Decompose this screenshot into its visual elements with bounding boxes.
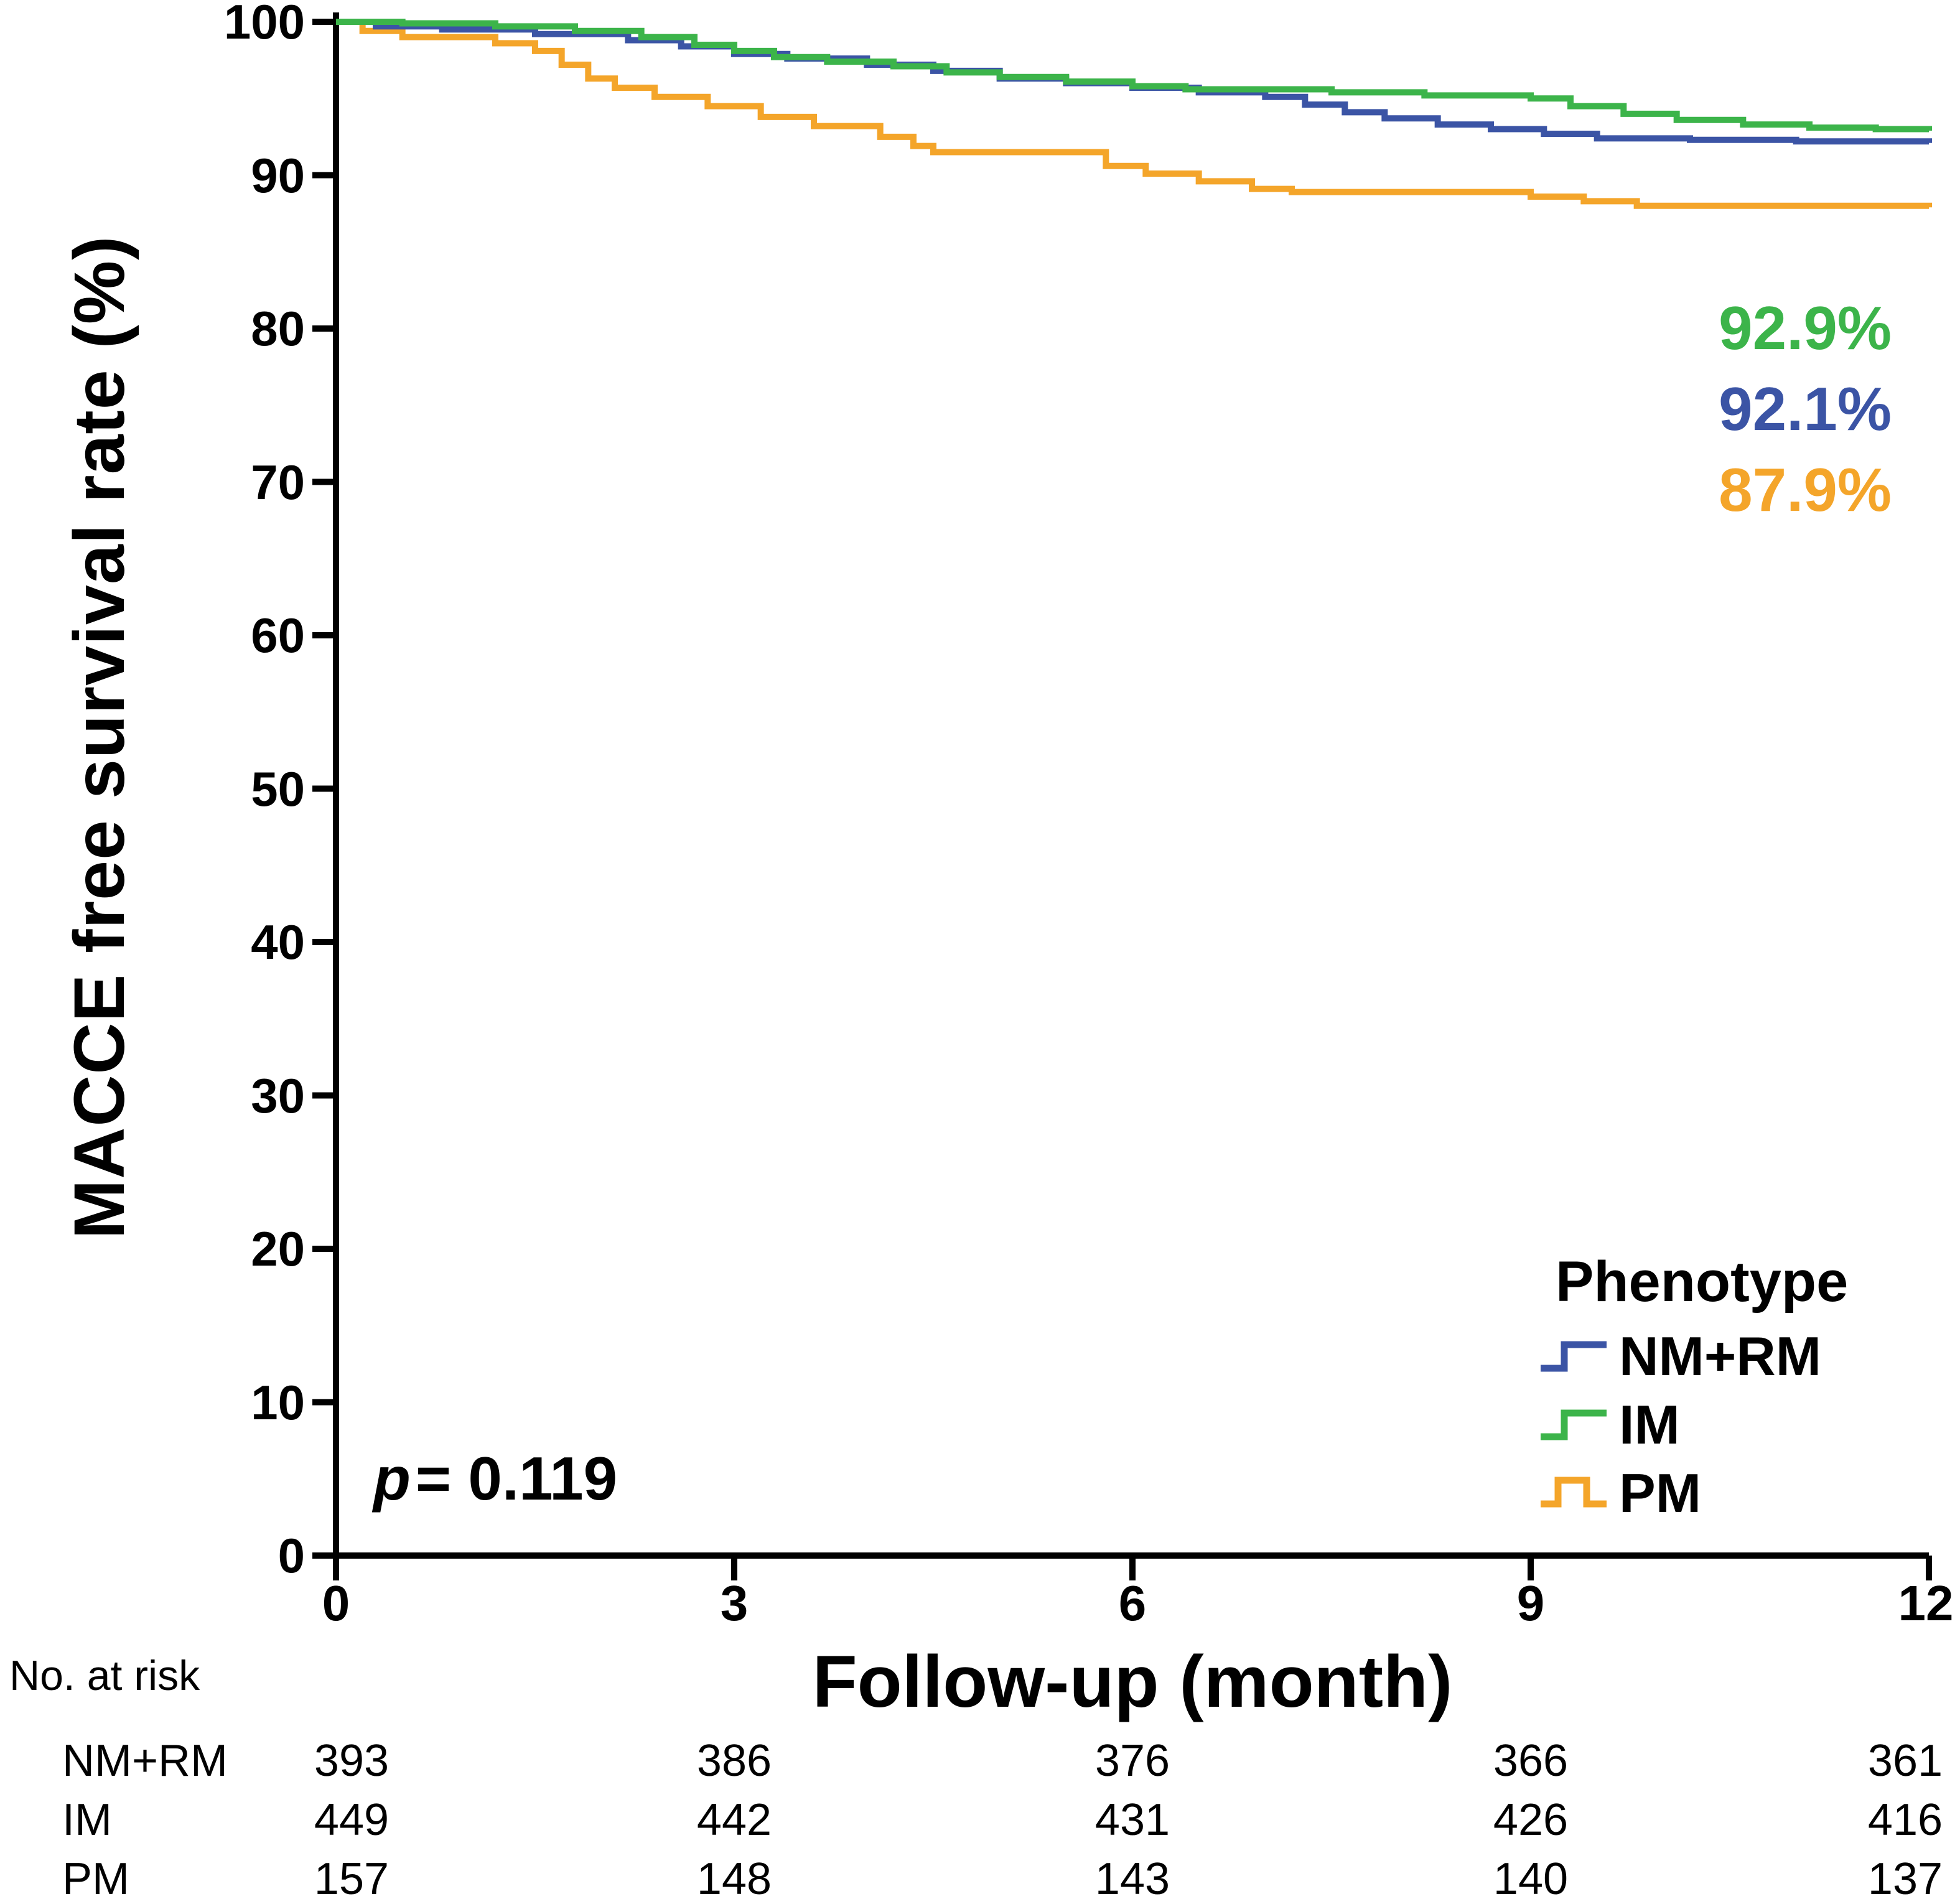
y-tick-label: 60 [251,608,305,663]
risk-row-name-PM: PM [62,1854,129,1904]
risk-value: 431 [1094,1795,1170,1845]
x-tick-label: 6 [1118,1575,1147,1631]
legend-label: NM+RM [1619,1325,1822,1387]
y-tick-label: 20 [251,1221,305,1276]
y-tick-label: 100 [223,0,305,49]
survival-curve-IM [336,19,1932,133]
y-tick-label: 0 [278,1528,305,1583]
legend: Phenotype NM+RM IM PM [1537,1248,1935,1528]
risk-table-label: No. at risk [9,1652,200,1699]
p-value-text: = 0.119 [415,1444,618,1513]
risk-value: 376 [1094,1736,1170,1786]
legend-label: PM [1619,1462,1701,1524]
legend-step-line-icon [1541,1409,1607,1440]
risk-value: 148 [696,1854,772,1904]
y-tick-label: 70 [251,454,305,510]
y-axis-title: MACCE free survival rate (%) [60,235,139,1239]
final-survival-annotations: 92.9% 92.1% 87.9% [1618,287,1892,530]
x-tick-label: 12 [1898,1575,1954,1631]
legend-title: Phenotype [1556,1250,1849,1314]
risk-value: 416 [1867,1795,1943,1845]
y-tick-label: 40 [251,915,305,969]
risk-row-name-NM+RM: NM+RM [62,1736,228,1786]
legend-item-IM: IM [1537,1391,1935,1459]
y-tick-label: 80 [251,301,305,356]
y-tick-label: 10 [251,1374,305,1430]
risk-value: 386 [696,1736,772,1786]
risk-value: 140 [1493,1854,1569,1904]
legend-item-PM: PM [1537,1459,1935,1528]
final-rate-annotation-IM: 92.9% [1719,294,1892,362]
survival-curve-PM [336,19,1932,209]
x-tick-label: 0 [322,1575,350,1631]
x-tick-label: 3 [720,1575,749,1631]
risk-value: 366 [1493,1736,1569,1786]
legend-item-NM+RM: NM+RM [1537,1322,1935,1391]
risk-value: 393 [314,1736,390,1786]
risk-value: 137 [1867,1854,1943,1904]
risk-row-name-IM: IM [62,1795,112,1845]
risk-value: 442 [696,1795,772,1845]
final-rate-annotation-NM+RM: 92.1% [1719,375,1892,443]
x-axis-title: Follow-up (month) [812,1641,1453,1723]
risk-value: 361 [1867,1736,1943,1786]
risk-value: 143 [1094,1854,1170,1904]
legend-items: NM+RM IM PM [1537,1322,1935,1528]
risk-value: 157 [314,1854,390,1904]
p-symbol: p [373,1444,411,1513]
p-value-label: p= 0.119 [373,1444,617,1514]
y-tick-label: 90 [251,147,305,203]
risk-value: 449 [314,1795,390,1845]
y-tick-label: 30 [251,1068,305,1123]
x-tick-label: 9 [1516,1575,1545,1631]
legend-step-line-icon [1541,1341,1607,1372]
y-tick-label: 50 [251,761,305,816]
risk-value: 426 [1493,1795,1569,1845]
legend-step-line-icon [1541,1477,1607,1508]
final-rate-annotation-PM: 87.9% [1719,455,1892,524]
legend-label: IM [1619,1394,1680,1455]
